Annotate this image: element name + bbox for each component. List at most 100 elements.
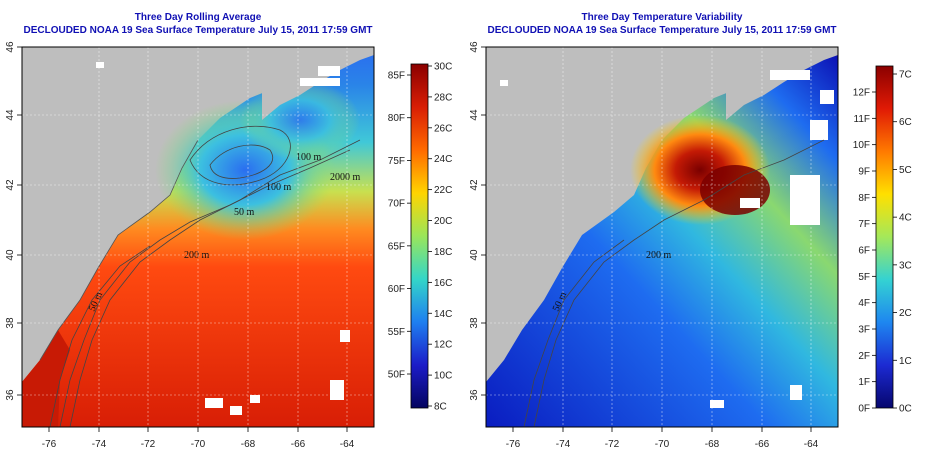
svg-text:200 m: 200 m: [184, 250, 210, 261]
bathymetry-contours: [523, 139, 825, 427]
y-axis: 36 38 40 42 44 46: [469, 41, 486, 401]
panel-subtitle: DECLOUDED NOAA 19 Sea Surface Temperatur…: [23, 25, 372, 36]
colorbar-f-label: 70F: [388, 199, 405, 210]
svg-text:200 m: 200 m: [646, 250, 672, 261]
colorbar-f-label: 12F: [853, 88, 870, 99]
x-tick-label: -68: [705, 439, 720, 450]
colorbar-c-label: 8C: [434, 402, 447, 413]
x-tick-label: -74: [556, 439, 571, 450]
y-tick-label: 42: [5, 179, 16, 191]
x-tick-label: -68: [241, 439, 256, 450]
colorbar-f-label: 2F: [858, 351, 870, 362]
colorbar-f-label: 80F: [388, 113, 405, 124]
x-tick-label: -66: [291, 439, 306, 450]
nova-scotia-land: [726, 47, 838, 120]
x-tick-label: -66: [755, 439, 770, 450]
colorbar-f-label: 6F: [858, 246, 870, 257]
colorbar-celsius-labels: 7C 6C 5C 4C 3C 2C 1C 0C: [893, 70, 912, 415]
colorbar-c-label: 24C: [434, 154, 452, 165]
colorbar-celsius-labels: 30C 28C 26C 24C 22C 20C 18C 16C 14C 12C 10C 8C: [428, 62, 452, 413]
colorbar-f-label: 65F: [388, 241, 405, 252]
coastal-bay-warm: [22, 330, 70, 427]
x-tick-label: -72: [605, 439, 620, 450]
sst-panel: Three Day Rolling Average DECLOUDED NOAA…: [5, 12, 452, 450]
x-tick-label: -70: [655, 439, 670, 450]
colorbar-f-label: 0F: [858, 404, 870, 415]
colorbar-c-label: 2C: [899, 308, 912, 319]
colorbar-c-label: 5C: [899, 165, 912, 176]
variability-map: 200 m 50 m: [486, 47, 838, 427]
colorbar-c-label: 7C: [899, 70, 912, 81]
y-tick-label: 46: [5, 41, 16, 53]
y-tick-label: 46: [469, 41, 480, 53]
colorbar-f-label: 55F: [388, 327, 405, 338]
y-tick-label: 38: [469, 317, 480, 329]
colorbar-f-label: 10F: [853, 140, 870, 151]
svg-text:100 m: 100 m: [266, 182, 292, 193]
y-tick-label: 38: [5, 317, 16, 329]
y-tick-label: 40: [5, 249, 16, 261]
colorbar-f-label: 75F: [388, 156, 405, 167]
colorbar-f-label: 4F: [858, 298, 870, 309]
colorbar-f-label: 60F: [388, 284, 405, 295]
colorbar-c-label: 3C: [899, 260, 912, 271]
colorbar-f-label: 9F: [858, 167, 870, 178]
x-axis: -76 -74 -72 -70 -68 -66 -64: [42, 427, 355, 450]
colorbar-f-label: 50F: [388, 370, 405, 381]
colorbar-c-label: 6C: [899, 117, 912, 128]
colorbar-c-label: 4C: [899, 213, 912, 224]
x-tick-label: -76: [506, 439, 521, 450]
graticule: [22, 47, 374, 427]
colorbar-c-label: 20C: [434, 216, 452, 227]
colorbar-fahrenheit-labels: 85F 80F 75F 70F 65F 60F 55F 50F: [388, 71, 411, 381]
colorbar-gradient: [875, 65, 894, 409]
panel-title: Three Day Temperature Variability: [582, 12, 743, 23]
x-axis: -76 -74 -72 -70 -68 -66 -64: [506, 427, 819, 450]
colorbar-c-label: 12C: [434, 340, 452, 351]
colorbar-gradient: [410, 63, 429, 409]
colorbar-c-label: 26C: [434, 123, 452, 134]
y-tick-label: 44: [469, 109, 480, 121]
temperature-colorbar: 85F 80F 75F 70F 65F 60F 55F 50F 30C 28C 26C 24C 22C…: [388, 62, 453, 413]
sst-map: 100 m 2000 m 100 m 50 m 200 m 50 m: [22, 47, 374, 427]
colorbar-c-label: 0C: [899, 404, 912, 415]
colorbar-f-label: 5F: [858, 272, 870, 283]
colorbar-fahrenheit-labels: 12F 11F 10F 9F 8F 7F 6F 5F 4F 3F 2F 1F 0F: [853, 88, 876, 415]
variability-colorbar: 12F 11F 10F 9F 8F 7F 6F 5F 4F 3F 2F 1F 0F 7C 6C 5C 4C 3C…: [853, 65, 912, 415]
svg-text:50 m: 50 m: [234, 207, 255, 218]
colorbar-c-label: 30C: [434, 62, 452, 73]
x-tick-label: -74: [92, 439, 107, 450]
colorbar-f-label: 7F: [858, 219, 870, 230]
nova-scotia-land: [262, 47, 374, 120]
colorbar-c-label: 28C: [434, 92, 452, 103]
panel-title: Three Day Rolling Average: [135, 12, 262, 23]
panel-subtitle: DECLOUDED NOAA 19 Sea Surface Temperatur…: [487, 25, 836, 36]
colorbar-c-label: 14C: [434, 309, 452, 320]
x-tick-label: -64: [340, 439, 355, 450]
colorbar-f-label: 3F: [858, 325, 870, 336]
y-tick-label: 40: [469, 249, 480, 261]
svg-text:100 m: 100 m: [296, 152, 322, 163]
svg-text:2000 m: 2000 m: [330, 172, 361, 183]
colorbar-f-label: 1F: [858, 377, 870, 388]
cloud-gaps: [500, 70, 834, 408]
colorbar-c-label: 18C: [434, 247, 452, 258]
y-tick-label: 36: [5, 389, 16, 401]
colorbar-c-label: 16C: [434, 278, 452, 289]
cloud-gaps: [96, 62, 350, 415]
y-tick-label: 44: [5, 109, 16, 121]
graticule: [486, 47, 838, 427]
x-tick-label: -70: [191, 439, 206, 450]
bathymetry-contours: [49, 125, 361, 427]
colorbar-f-label: 11F: [854, 114, 871, 125]
x-tick-label: -76: [42, 439, 57, 450]
x-tick-label: -72: [141, 439, 156, 450]
x-tick-label: -64: [804, 439, 819, 450]
colorbar-c-label: 10C: [434, 371, 452, 382]
y-axis: 36 38 40 42 44 46: [5, 41, 22, 401]
colorbar-f-label: 8F: [858, 193, 870, 204]
colorbar-f-label: 85F: [388, 71, 405, 82]
colorbar-c-label: 1C: [899, 356, 912, 367]
variability-panel: Three Day Temperature Variability DECLOU…: [469, 12, 912, 450]
